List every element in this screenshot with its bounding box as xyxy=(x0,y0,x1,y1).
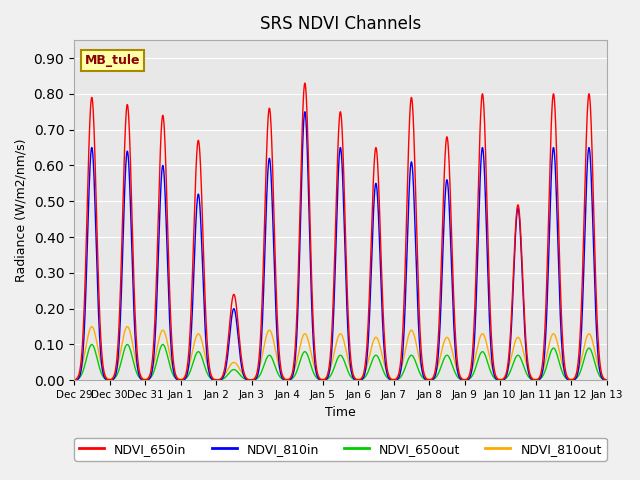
NDVI_650in xyxy=(356,377,364,383)
NDVI_650out xyxy=(88,342,95,348)
NDVI_650in xyxy=(571,375,579,381)
NDVI_810in xyxy=(70,377,78,383)
NDVI_650in xyxy=(556,267,564,273)
NDVI_650out xyxy=(367,360,375,366)
NDVI_810out xyxy=(70,377,78,383)
X-axis label: Time: Time xyxy=(325,406,356,419)
Text: MB_tule: MB_tule xyxy=(84,54,140,67)
NDVI_810out xyxy=(356,376,364,382)
NDVI_810out xyxy=(88,324,95,329)
NDVI_810out xyxy=(367,345,375,351)
Line: NDVI_650out: NDVI_650out xyxy=(74,345,607,380)
NDVI_650in xyxy=(70,377,78,383)
NDVI_650out xyxy=(356,377,364,383)
NDVI_650out xyxy=(70,377,78,383)
NDVI_810out xyxy=(556,351,564,357)
Title: SRS NDVI Channels: SRS NDVI Channels xyxy=(260,15,421,33)
NDVI_650out xyxy=(556,362,564,368)
NDVI_810out xyxy=(219,374,227,380)
Line: NDVI_810in: NDVI_810in xyxy=(74,112,607,380)
NDVI_810in xyxy=(603,377,611,383)
NDVI_650in xyxy=(301,80,309,86)
NDVI_810in xyxy=(495,377,503,383)
Y-axis label: Radiance (W/m2/nm/s): Radiance (W/m2/nm/s) xyxy=(15,138,28,282)
NDVI_810in xyxy=(301,109,309,115)
NDVI_650in xyxy=(603,377,611,383)
NDVI_650out xyxy=(603,377,611,383)
NDVI_810in xyxy=(219,375,227,381)
Line: NDVI_650in: NDVI_650in xyxy=(74,83,607,380)
NDVI_810in xyxy=(556,308,564,314)
NDVI_650in xyxy=(495,377,503,383)
NDVI_650out xyxy=(495,377,503,383)
NDVI_810out xyxy=(603,377,611,383)
NDVI_810in xyxy=(368,259,376,265)
NDVI_810in xyxy=(213,377,221,383)
NDVI_810out xyxy=(571,374,579,380)
NDVI_650out xyxy=(219,376,227,382)
NDVI_650in xyxy=(367,234,375,240)
NDVI_810in xyxy=(356,377,364,383)
NDVI_810in xyxy=(571,376,579,382)
Legend: NDVI_650in, NDVI_810in, NDVI_650out, NDVI_810out: NDVI_650in, NDVI_810in, NDVI_650out, NDV… xyxy=(74,438,607,461)
NDVI_650out xyxy=(571,376,579,382)
NDVI_650in xyxy=(219,373,227,379)
NDVI_810out xyxy=(495,376,503,382)
Line: NDVI_810out: NDVI_810out xyxy=(74,326,607,380)
